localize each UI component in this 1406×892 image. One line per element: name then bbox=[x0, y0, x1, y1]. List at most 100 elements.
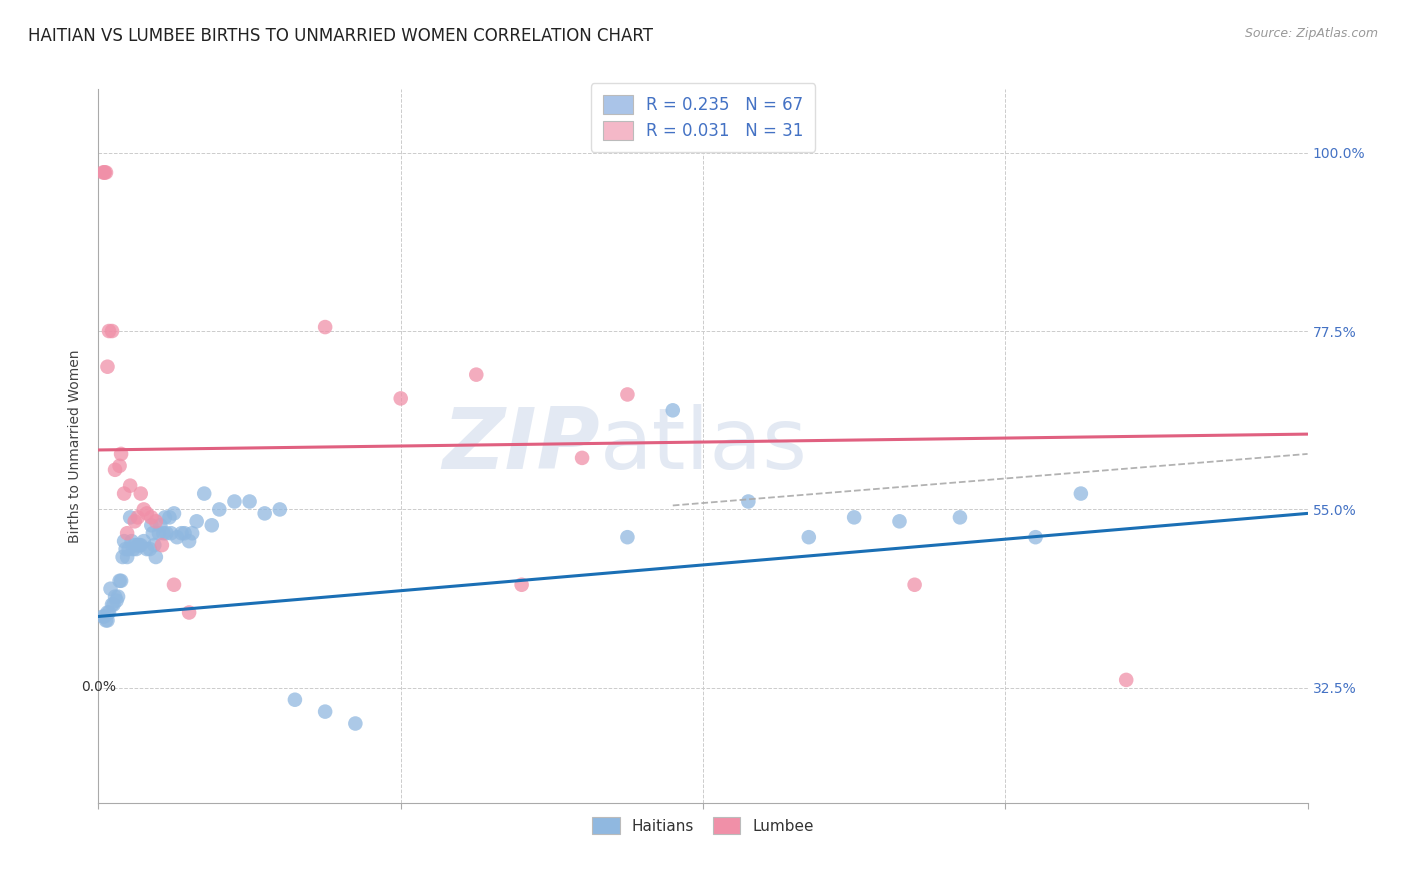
Point bbox=[98, 606, 121, 620]
Point bbox=[94, 614, 117, 628]
Point bbox=[145, 514, 167, 528]
Point bbox=[132, 502, 155, 516]
Point bbox=[239, 494, 262, 508]
Point bbox=[110, 574, 132, 588]
Point bbox=[104, 590, 127, 604]
Point bbox=[208, 502, 231, 516]
Text: HAITIAN VS LUMBEE BIRTHS TO UNMARRIED WOMEN CORRELATION CHART: HAITIAN VS LUMBEE BIRTHS TO UNMARRIED WO… bbox=[28, 27, 654, 45]
Point bbox=[186, 514, 208, 528]
Point bbox=[96, 359, 118, 374]
Point bbox=[121, 534, 143, 549]
Point bbox=[163, 507, 186, 521]
Point bbox=[114, 542, 136, 557]
Point bbox=[127, 538, 149, 552]
Point bbox=[142, 526, 165, 541]
Point bbox=[173, 526, 195, 541]
Point bbox=[737, 494, 759, 508]
Point bbox=[179, 606, 201, 620]
Point bbox=[98, 324, 121, 338]
Point bbox=[159, 510, 181, 524]
Point bbox=[128, 538, 150, 552]
Point bbox=[224, 494, 246, 508]
Point bbox=[193, 486, 215, 500]
Point bbox=[465, 368, 488, 382]
Point bbox=[141, 510, 163, 524]
Y-axis label: Births to Unmarried Women: Births to Unmarried Women bbox=[69, 350, 83, 542]
Point bbox=[181, 526, 204, 541]
Point bbox=[93, 165, 115, 179]
Point bbox=[152, 526, 174, 541]
Point bbox=[201, 518, 224, 533]
Point bbox=[112, 486, 135, 500]
Point bbox=[91, 165, 114, 179]
Point bbox=[389, 392, 412, 406]
Point bbox=[91, 609, 114, 624]
Point bbox=[1070, 486, 1092, 500]
Point bbox=[110, 447, 132, 461]
Point bbox=[96, 614, 118, 628]
Point bbox=[107, 590, 129, 604]
Point bbox=[124, 538, 146, 552]
Point bbox=[103, 598, 125, 612]
Point bbox=[145, 549, 167, 564]
Point bbox=[112, 534, 135, 549]
Point bbox=[661, 403, 683, 417]
Text: ZIP: ZIP bbox=[443, 404, 600, 488]
Point bbox=[314, 320, 336, 334]
Point bbox=[125, 542, 148, 557]
Point bbox=[170, 526, 193, 541]
Point bbox=[148, 526, 170, 541]
Point bbox=[124, 514, 146, 528]
Point bbox=[314, 705, 336, 719]
Legend: Haitians, Lumbee: Haitians, Lumbee bbox=[582, 806, 824, 845]
Point bbox=[120, 478, 142, 492]
Point bbox=[105, 593, 128, 607]
Point bbox=[153, 510, 176, 524]
Point bbox=[115, 549, 138, 564]
Point bbox=[93, 165, 115, 179]
Point bbox=[129, 486, 152, 500]
Point bbox=[122, 542, 145, 557]
Point bbox=[155, 526, 177, 541]
Point bbox=[269, 502, 291, 516]
Point bbox=[135, 542, 157, 557]
Point bbox=[889, 514, 911, 528]
Point bbox=[284, 692, 307, 706]
Point bbox=[149, 518, 172, 533]
Point bbox=[150, 538, 173, 552]
Point bbox=[1115, 673, 1137, 687]
Point bbox=[1024, 530, 1046, 544]
Point bbox=[904, 578, 927, 592]
Point bbox=[616, 387, 638, 401]
Text: Source: ZipAtlas.com: Source: ZipAtlas.com bbox=[1244, 27, 1378, 40]
Point bbox=[115, 526, 138, 541]
Point bbox=[949, 510, 972, 524]
Point bbox=[163, 578, 186, 592]
Point bbox=[166, 530, 188, 544]
Point bbox=[108, 574, 131, 588]
Point bbox=[118, 542, 141, 557]
Point bbox=[132, 534, 155, 549]
Point bbox=[94, 165, 117, 179]
Point bbox=[344, 716, 367, 731]
Point bbox=[141, 518, 163, 533]
Point bbox=[179, 534, 201, 549]
Point bbox=[101, 324, 124, 338]
Point bbox=[96, 606, 118, 620]
Point bbox=[616, 530, 638, 544]
Point bbox=[143, 538, 166, 552]
Point bbox=[160, 526, 183, 541]
Point bbox=[129, 538, 152, 552]
Point bbox=[127, 510, 149, 524]
Text: atlas: atlas bbox=[600, 404, 808, 488]
Point bbox=[571, 450, 593, 465]
Point bbox=[797, 530, 820, 544]
Point bbox=[139, 542, 162, 557]
Point bbox=[844, 510, 866, 524]
Point bbox=[104, 463, 127, 477]
Text: 0.0%: 0.0% bbox=[82, 680, 115, 694]
Point bbox=[253, 507, 276, 521]
Point bbox=[135, 507, 157, 521]
Point bbox=[111, 549, 134, 564]
Point bbox=[510, 578, 533, 592]
